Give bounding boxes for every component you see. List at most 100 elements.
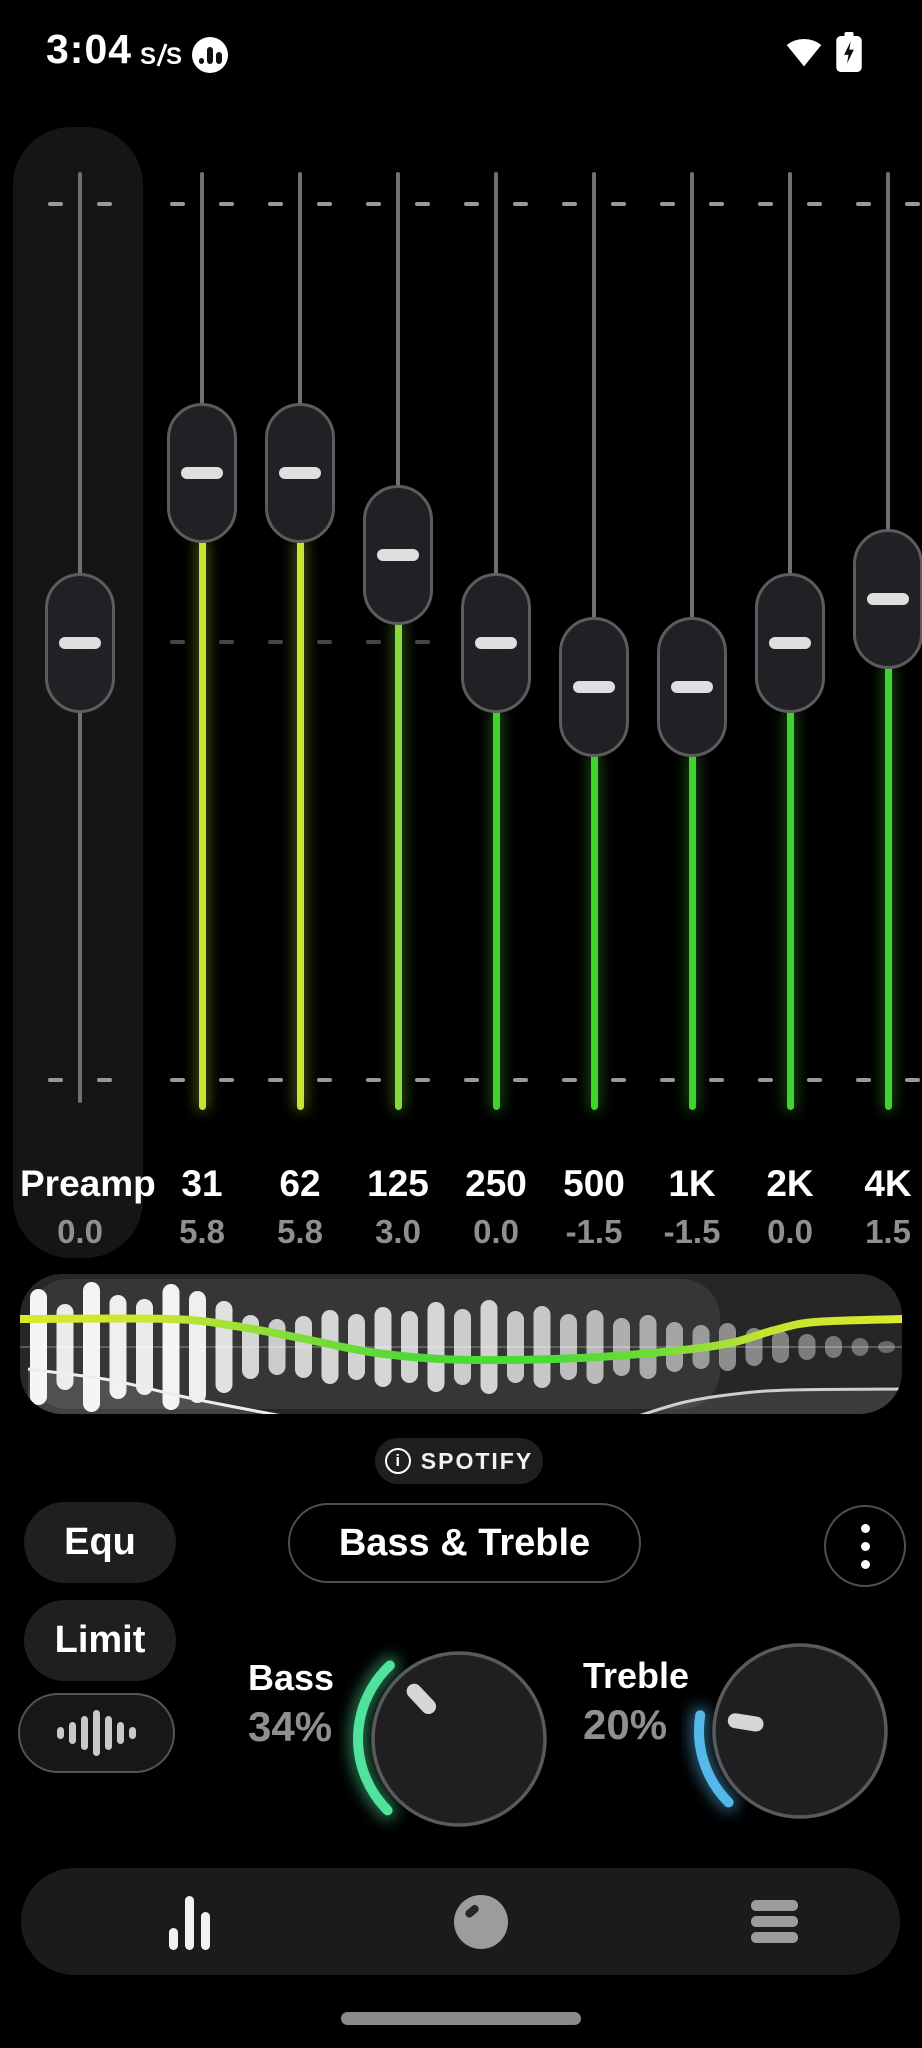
slider-track-active <box>492 709 500 1110</box>
band-frequency-label: 31 <box>181 1163 223 1204</box>
scale-tick <box>611 202 626 206</box>
slider-thumb-2K[interactable] <box>755 573 825 713</box>
scale-tick <box>170 1078 185 1082</box>
band-frequency-label: 62 <box>279 1163 321 1204</box>
source-label: SPOTIFY <box>420 1447 534 1474</box>
scale-tick <box>660 202 675 206</box>
slider-thumb-250[interactable] <box>461 573 531 713</box>
wifi-icon <box>786 38 822 67</box>
bass-knob[interactable] <box>319 1609 599 1874</box>
preset-selector-button[interactable]: Bass & Treble <box>288 1503 641 1583</box>
scale-tick <box>562 202 577 206</box>
slider-track <box>886 172 890 533</box>
band-frequency-label: 2K <box>766 1163 814 1204</box>
slider-thumb-preamp[interactable] <box>45 573 115 713</box>
band-gain-value: -1.5 <box>663 1213 721 1250</box>
slider-thumb-4K[interactable] <box>853 529 922 669</box>
scale-tick <box>48 1078 63 1082</box>
scale-tick <box>170 202 185 206</box>
band-gain-value: 0.0 <box>57 1213 103 1250</box>
scale-tick <box>366 202 381 206</box>
scale-tick <box>709 202 724 206</box>
scale-tick <box>317 1078 332 1082</box>
band-frequency-label: 250 <box>465 1163 527 1204</box>
limit-button[interactable]: Limit <box>24 1600 176 1681</box>
scale-tick <box>366 1078 381 1082</box>
bass-value: 34% <box>248 1703 333 1750</box>
scale-tick <box>366 640 381 644</box>
kebab-dot <box>860 1559 870 1569</box>
treble-knob[interactable] <box>660 1601 922 1866</box>
kebab-dot <box>860 1523 870 1533</box>
info-icon: i <box>384 1448 411 1474</box>
nav-equalizer-tab[interactable] <box>89 1868 289 1975</box>
scale-tick <box>268 1078 283 1082</box>
kebab-menu-button[interactable] <box>824 1505 906 1587</box>
scale-tick <box>219 1078 234 1082</box>
equ-button[interactable]: Equ <box>24 1502 176 1583</box>
slider-track <box>200 172 204 407</box>
slider-track <box>690 172 694 621</box>
scale-tick <box>562 1078 577 1082</box>
kebab-dot <box>860 1541 870 1551</box>
band-frequency-label: 1K <box>668 1163 716 1204</box>
scale-tick <box>317 202 332 206</box>
scale-tick <box>758 202 773 206</box>
home-indicator[interactable] <box>341 2012 581 2025</box>
scale-tick <box>513 1078 528 1082</box>
scale-tick <box>268 640 283 644</box>
clock: 3:04 <box>46 26 133 72</box>
slider-track-active <box>590 752 598 1110</box>
band-gain-value: 5.8 <box>179 1213 225 1250</box>
band-frequency-label: 125 <box>367 1163 429 1204</box>
scale-tick <box>856 202 871 206</box>
scale-tick <box>415 202 430 206</box>
slider-thumb-500[interactable] <box>559 616 629 757</box>
nav-tone-tab[interactable] <box>381 1868 581 1975</box>
scale-tick <box>709 1078 724 1082</box>
equalizer-app-notification-icon <box>192 37 228 73</box>
preset-label: Bass & Treble <box>338 1521 591 1564</box>
waveform-icon <box>57 1727 64 1739</box>
visualizer-toggle-button[interactable] <box>18 1693 175 1773</box>
scale-tick <box>807 202 822 206</box>
slider-track-active <box>296 538 304 1110</box>
nav-menu-tab[interactable] <box>674 1868 874 1975</box>
bar-chart-icon <box>168 1894 210 1950</box>
treble-label: Treble <box>583 1655 690 1696</box>
band-frequency-label: 4K <box>864 1163 912 1204</box>
slider-thumb-62[interactable] <box>265 402 335 543</box>
svg-text:S: S <box>140 43 156 70</box>
scale-tick <box>97 202 112 206</box>
band-gain-value: 3.0 <box>375 1213 421 1250</box>
slider-track-active <box>688 752 696 1110</box>
scale-tick <box>268 202 283 206</box>
status-bar: 3:04 S S <box>0 0 922 110</box>
scale-tick <box>48 202 63 206</box>
sis-notification-icon: S S <box>140 43 182 70</box>
source-badge[interactable]: i SPOTIFY <box>375 1438 543 1484</box>
band-frequency-label: 500 <box>563 1163 625 1204</box>
list-icon <box>750 1900 798 1943</box>
frequency-response-visualization <box>20 1274 902 1414</box>
scale-tick <box>807 1078 822 1082</box>
band-gain-value: 1.5 <box>865 1213 911 1250</box>
slider-track <box>78 709 82 1103</box>
scale-tick <box>905 1078 920 1082</box>
band-frequency-label: Preamp <box>20 1163 156 1204</box>
band-gain-value: 0.0 <box>473 1213 519 1250</box>
slider-thumb-125[interactable] <box>363 485 433 625</box>
slider-thumb-31[interactable] <box>167 402 237 543</box>
scale-tick <box>660 1078 675 1082</box>
slider-track <box>494 172 498 577</box>
svg-text:S: S <box>166 43 182 70</box>
battery-charging-icon <box>836 32 862 72</box>
slider-thumb-1K[interactable] <box>657 616 727 757</box>
knob-icon <box>454 1894 508 1949</box>
bottom-navigation-bar <box>21 1868 900 1975</box>
bass-label: Bass <box>248 1657 335 1698</box>
slider-track-active <box>884 665 892 1110</box>
scale-tick <box>97 1078 112 1082</box>
slider-track <box>396 172 400 489</box>
equ-button-label: Equ <box>64 1521 136 1563</box>
